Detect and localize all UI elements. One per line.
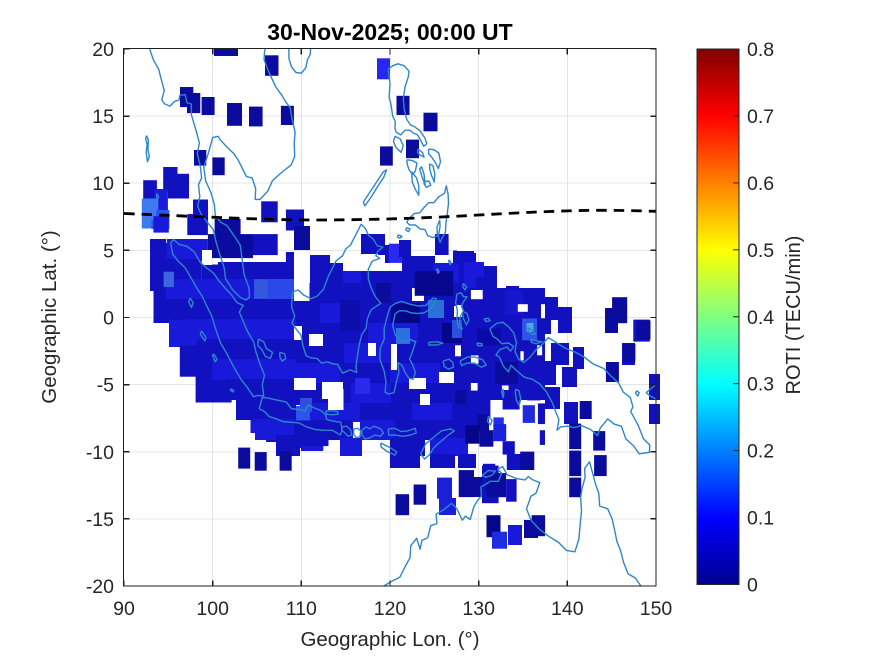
svg-text:100: 100 — [196, 598, 229, 620]
svg-text:0.6: 0.6 — [747, 173, 774, 195]
svg-text:0: 0 — [103, 308, 114, 330]
svg-text:0.3: 0.3 — [747, 374, 774, 396]
svg-text:130: 130 — [462, 598, 495, 620]
svg-text:15: 15 — [92, 106, 114, 128]
svg-text:0.7: 0.7 — [747, 106, 774, 128]
svg-text:140: 140 — [551, 598, 584, 620]
svg-text:30-Nov-2025; 00:00 UT: 30-Nov-2025; 00:00 UT — [267, 19, 512, 45]
svg-text:-5: -5 — [97, 375, 114, 397]
svg-text:90: 90 — [113, 598, 135, 620]
svg-text:5: 5 — [103, 240, 114, 262]
svg-text:-10: -10 — [86, 442, 114, 464]
svg-text:20: 20 — [92, 39, 114, 61]
svg-text:0.5: 0.5 — [747, 240, 774, 262]
svg-text:10: 10 — [92, 173, 114, 195]
svg-text:150: 150 — [640, 598, 673, 620]
svg-text:Geographic Lon. (°): Geographic Lon. (°) — [300, 628, 479, 651]
svg-text:Geographic Lat. (°): Geographic Lat. (°) — [38, 230, 61, 403]
svg-text:-20: -20 — [86, 576, 114, 598]
svg-text:-15: -15 — [86, 509, 114, 531]
svg-text:0.4: 0.4 — [747, 307, 774, 329]
svg-text:0.2: 0.2 — [747, 441, 774, 463]
svg-text:120: 120 — [374, 598, 407, 620]
svg-text:0.1: 0.1 — [747, 508, 774, 530]
svg-text:ROTI (TECU/min): ROTI (TECU/min) — [783, 236, 805, 395]
svg-text:0.8: 0.8 — [747, 39, 774, 61]
svg-text:110: 110 — [286, 598, 317, 620]
svg-text:0: 0 — [747, 575, 758, 597]
